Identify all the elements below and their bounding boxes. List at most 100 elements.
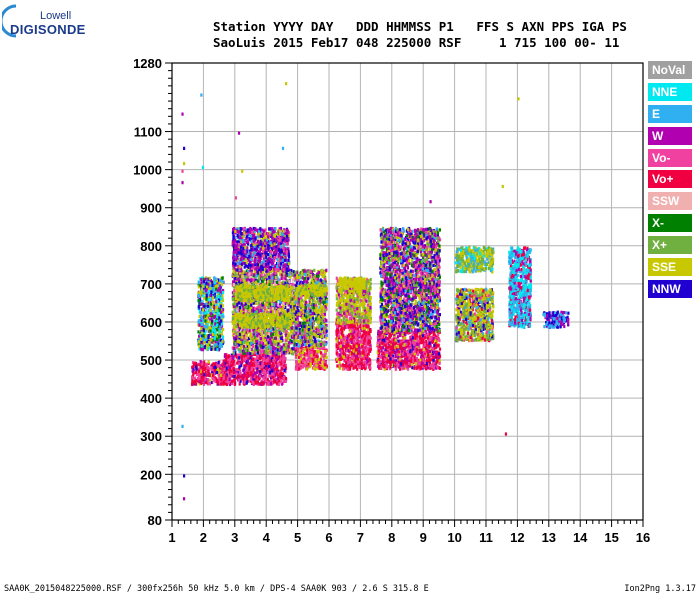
data-point: [248, 254, 251, 259]
data-point: [252, 373, 255, 377]
data-point: [259, 356, 263, 360]
data-point: [225, 364, 228, 368]
data-point: [239, 321, 242, 326]
data-point: [280, 256, 283, 260]
data-point: [246, 313, 249, 317]
data-point: [271, 233, 274, 237]
data-point: [233, 378, 236, 382]
data-point: [268, 374, 271, 378]
data-point: [247, 291, 250, 295]
data-point: [280, 250, 284, 254]
data-point: [251, 363, 254, 367]
data-point: [271, 373, 274, 377]
data-point: [259, 267, 262, 271]
data-point: [291, 282, 294, 287]
data-point: [240, 294, 243, 298]
data-point: [198, 347, 201, 351]
data-point: [247, 342, 250, 346]
data-point: [273, 346, 276, 350]
data-point: [254, 377, 257, 381]
data-point: [288, 313, 291, 317]
data-point: [230, 359, 233, 363]
data-point: [293, 308, 296, 312]
data-point: [282, 229, 285, 233]
data-point: [232, 261, 235, 265]
data-point: [228, 360, 231, 365]
data-point: [222, 375, 225, 380]
data-point: [219, 371, 222, 375]
data-point: [285, 237, 288, 241]
data-point: [269, 337, 272, 341]
data-point: [283, 325, 286, 329]
data-point: [287, 258, 290, 262]
data-point: [242, 373, 245, 377]
data-point: [258, 277, 261, 281]
data-point: [245, 249, 248, 253]
data-point: [234, 337, 238, 341]
data-point: [282, 351, 285, 355]
data-point: [271, 268, 274, 272]
data-point: [283, 267, 287, 271]
data-point: [267, 272, 270, 277]
data-point: [261, 279, 264, 283]
data-point: [266, 288, 269, 292]
y-tick-label: 300: [140, 429, 162, 444]
data-point: [248, 304, 252, 308]
data-point: [265, 264, 269, 268]
data-point: [266, 278, 269, 282]
data-point: [270, 364, 273, 368]
data-point: [259, 239, 262, 243]
data-point: [274, 336, 277, 340]
data-point: [258, 382, 261, 386]
data-point: [209, 374, 212, 378]
data-point: [277, 241, 280, 246]
data-point: [261, 294, 264, 298]
data-point: [272, 340, 275, 344]
data-point: [266, 369, 269, 373]
data-point: [257, 250, 260, 254]
data-point: [236, 338, 239, 342]
data-point: [241, 356, 244, 360]
data-point: [279, 235, 282, 239]
data-point: [268, 252, 271, 256]
data-point: [287, 292, 290, 296]
data-point: [234, 299, 237, 303]
data-point: [270, 347, 273, 351]
data-point: [274, 342, 277, 346]
data-point: [274, 276, 277, 280]
data-point: [191, 361, 195, 365]
data-point: [231, 379, 234, 383]
data-point: [263, 361, 267, 365]
data-point: [271, 332, 274, 336]
data-point: [263, 314, 266, 318]
data-point: [260, 261, 263, 265]
data-point: [237, 277, 240, 281]
data-point: [241, 239, 244, 243]
data-point: [256, 263, 259, 267]
data-point: [199, 320, 202, 324]
data-point: [250, 237, 253, 241]
data-point: [267, 261, 270, 265]
data-point: [284, 376, 287, 380]
data-point: [279, 268, 282, 272]
data-point: [282, 242, 285, 246]
data-point: [224, 374, 228, 378]
data-point: [266, 337, 270, 341]
data-point: [236, 303, 239, 307]
data-point: [287, 323, 290, 327]
data-point: [270, 332, 273, 336]
data-point: [273, 256, 276, 260]
data-point: [253, 288, 256, 292]
data-point: [276, 265, 279, 269]
data-point: [272, 265, 276, 269]
data-point: [277, 296, 280, 301]
data-point: [264, 310, 267, 314]
data-point: [267, 235, 270, 239]
data-point: [263, 277, 266, 281]
data-point: [278, 278, 281, 282]
data-point: [281, 320, 284, 324]
data-point: [216, 363, 219, 367]
data-point: [239, 349, 242, 353]
data-point: [264, 263, 267, 267]
data-point: [250, 227, 253, 231]
